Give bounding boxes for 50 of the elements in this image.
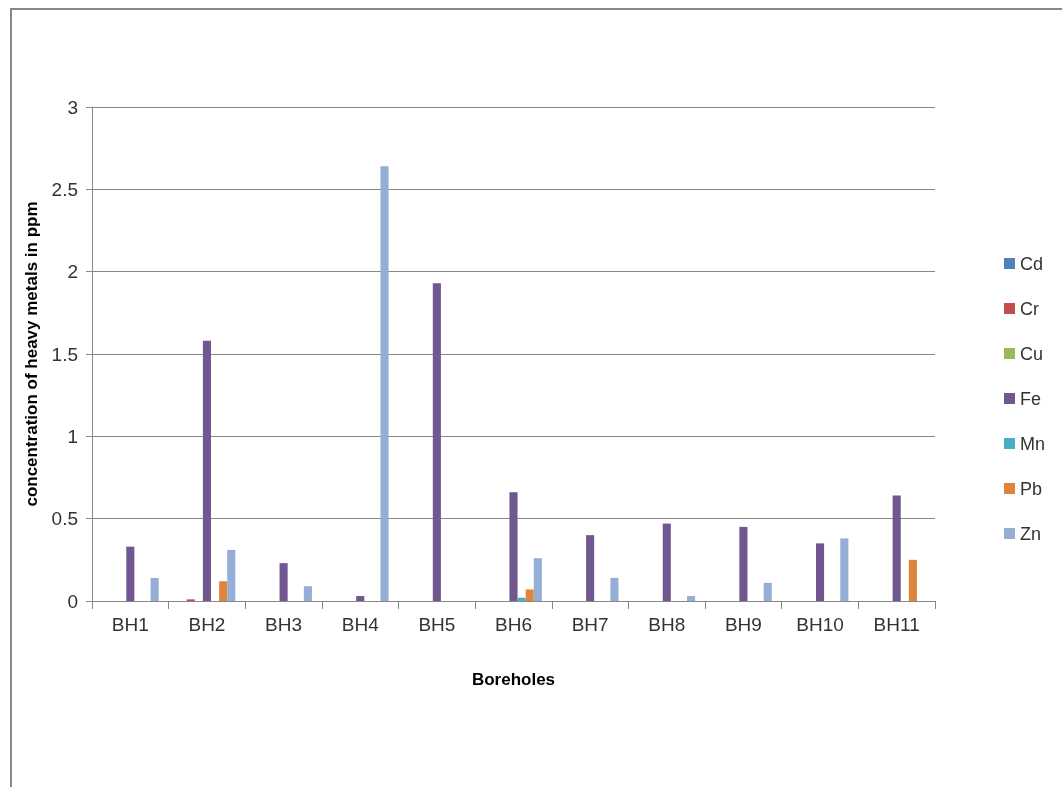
- y-tick-label: 0: [67, 590, 78, 612]
- y-tick-label: 0.5: [51, 508, 78, 530]
- bar: [202, 340, 212, 601]
- bar: [815, 543, 825, 601]
- bar: [739, 526, 748, 601]
- y-tick-label: 1: [67, 425, 78, 447]
- bar: [303, 586, 312, 601]
- legend-label: Cd: [1020, 253, 1044, 274]
- bar: [227, 549, 236, 601]
- x-tick-label: BH3: [265, 614, 303, 635]
- bar: [150, 577, 159, 601]
- x-tick-label: BH1: [111, 614, 149, 635]
- x-tick-label: BH6: [495, 614, 532, 635]
- bar: [662, 523, 671, 601]
- x-tick-label: BH11: [873, 614, 920, 635]
- y-tick-label: 2: [67, 261, 78, 283]
- bar: [432, 283, 441, 601]
- bar: [509, 492, 518, 601]
- y-tick-label: 3: [67, 96, 78, 118]
- x-tick-label: BH9: [724, 614, 762, 635]
- bar: [380, 166, 389, 601]
- x-axis-title: Boreholes: [471, 670, 556, 689]
- y-tick-label: 2.5: [51, 178, 78, 200]
- legend-label: Zn: [1020, 523, 1042, 544]
- x-tick-label: BH10: [796, 614, 844, 635]
- legend-label: Cr: [1020, 298, 1039, 319]
- bar: [219, 581, 228, 601]
- x-tick-label: BH8: [648, 614, 686, 635]
- bar: [763, 582, 772, 601]
- bar: [533, 558, 542, 601]
- x-tick-label: BH4: [341, 614, 380, 635]
- bar: [126, 546, 135, 601]
- legend-label: Fe: [1020, 388, 1042, 409]
- y-axis-title: concentration of heavy metals in ppm: [22, 201, 41, 507]
- y-tick-label: 1.5: [51, 343, 78, 365]
- bar: [687, 596, 696, 601]
- bar: [610, 577, 619, 601]
- x-tick-label: BH5: [418, 614, 456, 635]
- bar: [279, 563, 288, 601]
- bar: [908, 559, 917, 601]
- bar: [525, 589, 534, 601]
- x-tick-label: BH7: [571, 614, 609, 635]
- legend-label: Pb: [1020, 478, 1043, 499]
- legend-label: Cu: [1020, 343, 1044, 364]
- legend-label: Mn: [1020, 433, 1046, 454]
- x-tick-label: BH2: [188, 614, 226, 635]
- bar: [892, 495, 901, 601]
- bar: [356, 596, 365, 601]
- bar: [586, 535, 595, 601]
- bar: [840, 538, 849, 601]
